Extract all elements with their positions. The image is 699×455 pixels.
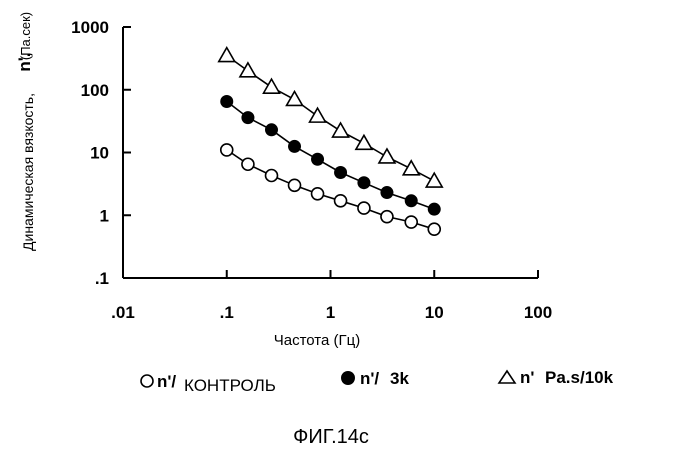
figure-caption: ФИГ.14c [293, 426, 369, 448]
y-tick-label: 100 [81, 81, 109, 100]
x-tick-label: .01 [111, 303, 135, 322]
data-point-open-circle [289, 179, 301, 191]
legend-item-control: n'/ КОНТРОЛЬ [141, 372, 276, 395]
legend-symbol-10k: n' [520, 368, 534, 387]
series-line [227, 56, 434, 182]
data-point-open-circle [405, 216, 417, 228]
x-tick-label: 1 [326, 303, 335, 322]
legend-symbol-3k: n'/ [360, 369, 379, 388]
data-point-filled-circle [428, 203, 441, 216]
y-tick-label: .1 [95, 269, 109, 288]
y-tick-label: 1000 [71, 18, 109, 37]
y-axis-title: Динамическая вязкость, [20, 93, 36, 251]
legend-marker-open-triangle [499, 371, 515, 383]
data-point-filled-circle [380, 186, 393, 199]
x-tick-label: 10 [425, 303, 444, 322]
data-point-open-circle [266, 169, 278, 181]
y-tick-label: 10 [90, 144, 109, 163]
data-point-open-circle [242, 158, 254, 170]
data-point-filled-circle [265, 123, 278, 136]
data-point-open-circle [358, 202, 370, 214]
data-point-open-circle [428, 223, 440, 235]
x-tick-label: .1 [220, 303, 234, 322]
legend-text-3k: 3k [390, 369, 409, 388]
data-point-open-circle [221, 144, 233, 156]
data-point-filled-circle [405, 194, 418, 207]
axis-ticks: .01.1110100.11101001000 [71, 18, 552, 322]
legend-text-control: КОНТРОЛЬ [184, 376, 276, 395]
y-axis-unit-group: (Па.сек) [18, 12, 33, 60]
data-point-open-circle [335, 195, 347, 207]
legend-text-10k: Pa.s/10k [545, 368, 614, 387]
data-point-open-triangle [403, 161, 419, 175]
legend-item-3k: n'/ 3k [341, 369, 409, 388]
data-point-filled-circle [357, 176, 370, 189]
data-point-open-triangle [333, 123, 349, 137]
data-point-open-triangle [240, 63, 256, 77]
data-point-open-circle [381, 211, 393, 223]
data-point-open-triangle [287, 91, 303, 105]
y-axis-unit: (Па.сек) [18, 12, 33, 60]
legend-marker-filled-circle [341, 371, 355, 385]
legend-item-10k: n' Pa.s/10k [499, 368, 614, 387]
data-point-filled-circle [311, 153, 324, 166]
data-point-filled-circle [220, 95, 233, 108]
legend: n'/ КОНТРОЛЬ n'/ 3k n' Pa.s/10k [141, 368, 614, 395]
data-point-filled-circle [288, 140, 301, 153]
data-point-filled-circle [241, 111, 254, 124]
y-tick-label: 1 [100, 206, 109, 225]
x-tick-label: 100 [524, 303, 552, 322]
data-point-open-triangle [264, 79, 280, 93]
data-point-open-triangle [426, 173, 442, 187]
legend-marker-open-circle [141, 375, 153, 387]
y-axis-label: Динамическая вязкость, [20, 93, 36, 251]
data-point-open-circle [312, 188, 324, 200]
data-point-open-triangle [219, 48, 235, 62]
data-point-filled-circle [334, 166, 347, 179]
legend-symbol-control: n'/ [157, 372, 176, 391]
series-line [227, 150, 434, 229]
x-axis-label: Частота (Гц) [274, 332, 360, 349]
series-line [227, 102, 434, 210]
data-point-open-triangle [310, 108, 326, 122]
data-series [219, 48, 443, 236]
data-point-open-triangle [379, 149, 395, 163]
data-point-open-triangle [356, 135, 372, 149]
